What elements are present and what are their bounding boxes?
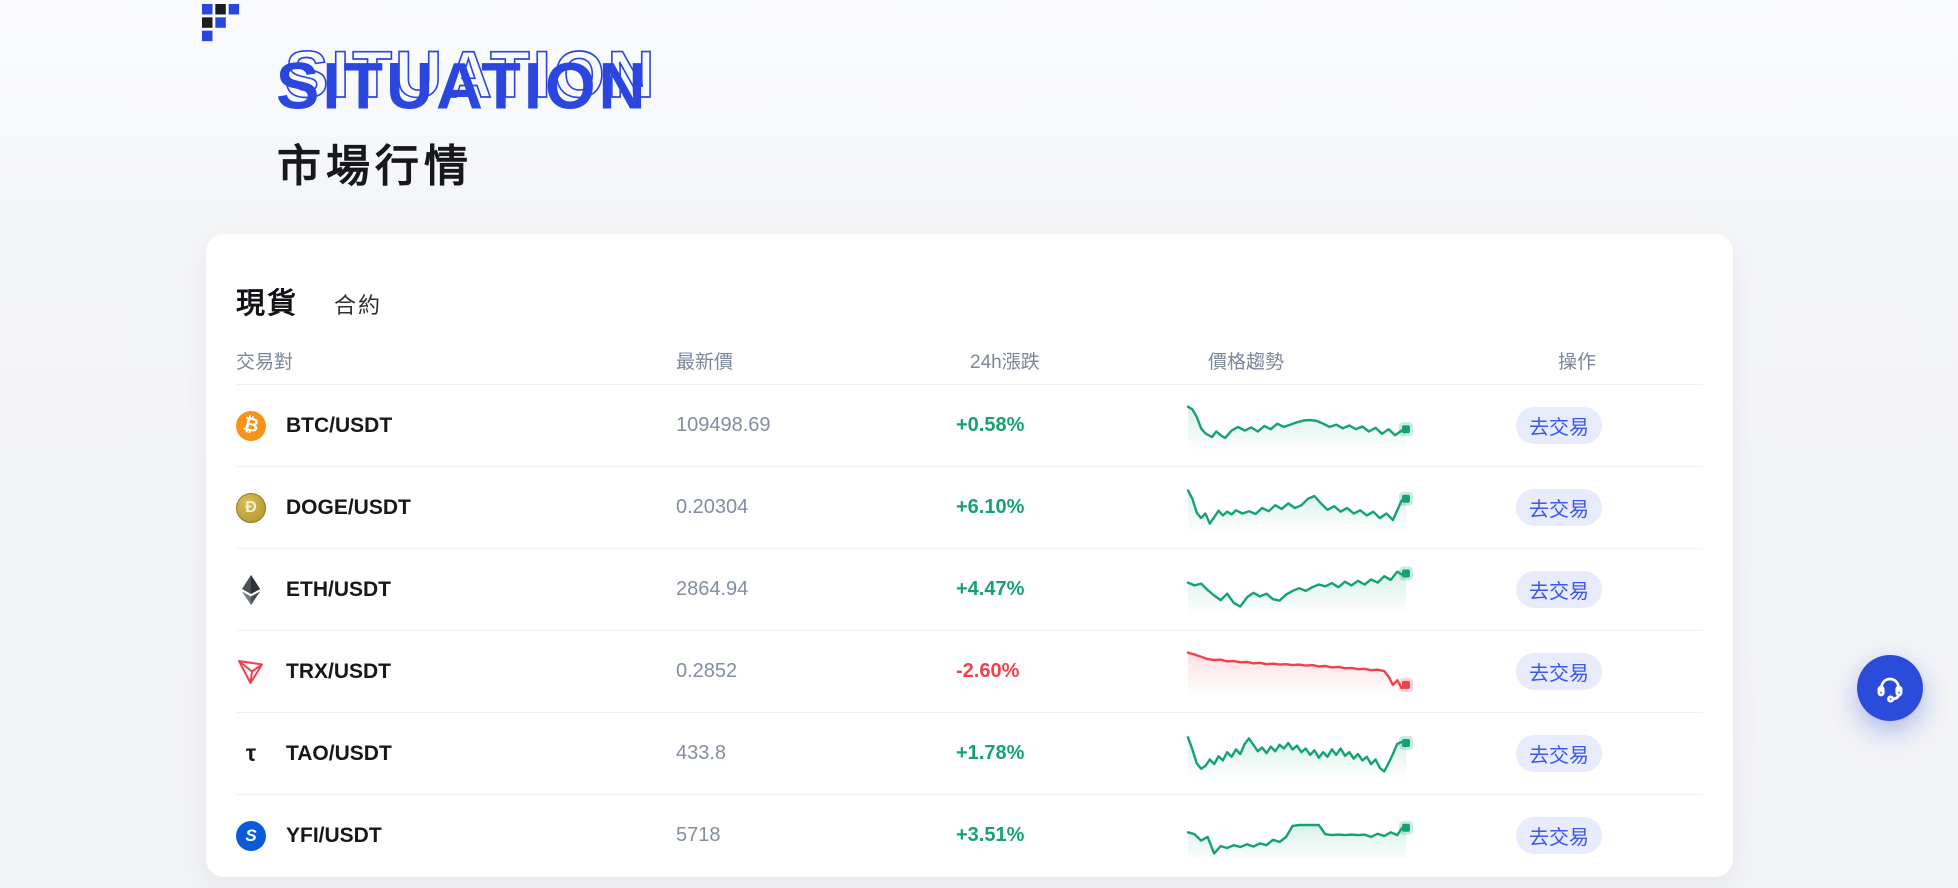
action-cell: 去交易 <box>1516 653 1703 690</box>
table-body: ₿ BTC/USDT 109498.69 +0.58% 去交易 Ð DOGE/U… <box>236 384 1703 876</box>
table-row[interactable]: ETH/USDT 2864.94 +4.47% 去交易 <box>236 548 1703 630</box>
pair-label: DOGE/USDT <box>286 495 411 519</box>
eth-icon <box>236 574 266 605</box>
table-row[interactable]: Ð DOGE/USDT 0.20304 +6.10% 去交易 <box>236 466 1703 548</box>
pair-label: ETH/USDT <box>286 577 391 601</box>
change-value: +0.58% <box>956 414 1025 436</box>
sparkline <box>1186 728 1516 780</box>
doge-icon: Ð <box>236 492 266 523</box>
trade-button[interactable]: 去交易 <box>1516 817 1602 854</box>
price-value: 433.8 <box>676 742 727 764</box>
sparkline <box>1186 646 1516 698</box>
trade-button[interactable]: 去交易 <box>1516 407 1602 444</box>
pair-label: TAO/USDT <box>286 741 392 765</box>
headset-icon <box>1877 677 1903 703</box>
action-cell: 去交易 <box>1516 571 1703 608</box>
yfi-icon: S <box>236 820 266 851</box>
customer-service-button[interactable] <box>1857 655 1923 721</box>
column-price: 最新價 <box>676 351 734 373</box>
column-action: 操作 <box>1558 351 1597 373</box>
change-value: +4.47% <box>956 578 1025 600</box>
page-title-en-solid: SITUATION <box>276 48 649 123</box>
trx-icon <box>236 657 266 687</box>
trade-button[interactable]: 去交易 <box>1516 489 1602 526</box>
column-change: 24h漲跌 <box>970 351 1040 373</box>
pair-label: BTC/USDT <box>286 413 393 437</box>
trade-button[interactable]: 去交易 <box>1516 735 1602 772</box>
pair-cell: ₿ BTC/USDT <box>236 410 676 441</box>
market-card: 現貨 合約 交易對 最新價 24h漲跌 價格趨勢 操作 ₿ BTC/USDT 1… <box>206 234 1733 877</box>
pair-cell: S YFI/USDT <box>236 820 676 851</box>
pair-label: YFI/USDT <box>286 823 382 847</box>
tab-spot[interactable]: 現貨 <box>236 288 299 320</box>
page-title-en: SITUATION SITUATION <box>276 36 655 129</box>
change-value: +6.10% <box>956 496 1025 518</box>
column-pair: 交易對 <box>236 351 294 373</box>
sparkline <box>1186 482 1516 534</box>
table-row[interactable]: τ TAO/USDT 433.8 +1.78% 去交易 <box>236 712 1703 794</box>
pair-cell: ETH/USDT <box>236 574 676 605</box>
action-cell: 去交易 <box>1516 489 1703 526</box>
action-cell: 去交易 <box>1516 817 1703 854</box>
trade-button[interactable]: 去交易 <box>1516 571 1602 608</box>
trade-button[interactable]: 去交易 <box>1516 653 1602 690</box>
action-cell: 去交易 <box>1516 735 1703 772</box>
btc-icon: ₿ <box>236 410 266 441</box>
pair-label: TRX/USDT <box>286 659 391 683</box>
pair-cell: TRX/USDT <box>236 657 676 687</box>
change-value: -2.60% <box>956 660 1020 682</box>
price-value: 2864.94 <box>676 578 749 600</box>
sparkline <box>1186 400 1516 452</box>
change-value: +1.78% <box>956 742 1025 764</box>
action-cell: 去交易 <box>1516 407 1703 444</box>
table-row[interactable]: S YFI/USDT 5718 +3.51% 去交易 <box>236 794 1703 876</box>
tab-futures[interactable]: 合約 <box>334 293 383 318</box>
price-value: 0.20304 <box>676 496 749 518</box>
price-value: 109498.69 <box>676 414 771 436</box>
change-value: +3.51% <box>956 824 1025 846</box>
page-title-zh: 市場行情 <box>277 142 473 191</box>
tao-icon: τ <box>245 740 257 766</box>
table-header: 交易對 最新價 24h漲跌 價格趨勢 操作 <box>236 336 1703 384</box>
brand-pixel-logo[interactable] <box>202 4 242 44</box>
table-row[interactable]: ₿ BTC/USDT 109498.69 +0.58% 去交易 <box>236 384 1703 466</box>
sparkline <box>1186 564 1516 616</box>
table-row[interactable]: TRX/USDT 0.2852 -2.60% 去交易 <box>236 630 1703 712</box>
price-value: 5718 <box>676 824 721 846</box>
pair-cell: τ TAO/USDT <box>236 739 676 769</box>
price-value: 0.2852 <box>676 660 738 682</box>
column-trend: 價格趨勢 <box>1208 351 1285 373</box>
sparkline <box>1186 810 1516 862</box>
page-title-en-outline: SITUATION <box>284 36 658 112</box>
market-tabs: 現貨 合約 <box>236 234 1703 322</box>
pair-cell: Ð DOGE/USDT <box>236 492 676 523</box>
